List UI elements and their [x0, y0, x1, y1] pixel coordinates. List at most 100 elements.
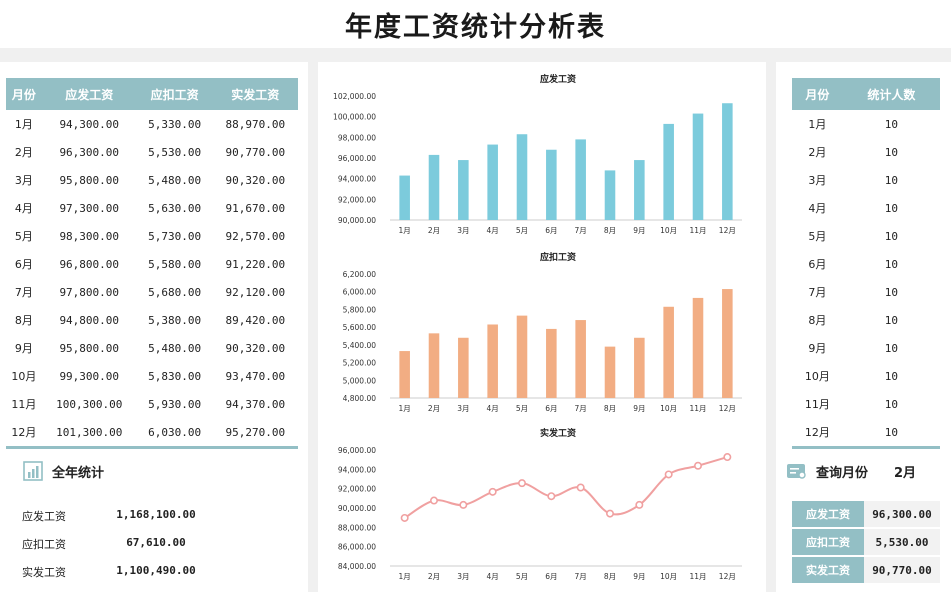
month-cell: 4月: [14, 202, 33, 215]
value-cell: 89,420.00: [225, 313, 286, 327]
annual-heading: 全年统计: [22, 460, 104, 482]
y-tick-label: 6,000.00: [343, 288, 377, 297]
table-row: 5月 98,300.00 5,730.00 92,570.00: [6, 222, 298, 250]
value-cell: 10: [884, 369, 898, 383]
salary-table: 月份 应发工资 应扣工资 实发工资 1月 94,300.00 5,330.00 88,970…: [6, 78, 298, 449]
table-row: 11月 10: [792, 390, 940, 418]
x-tick-label: 11月: [689, 572, 706, 581]
x-tick-label: 2月: [428, 226, 440, 235]
month-cell: 10月: [11, 370, 37, 383]
y-tick-label: 102,000.00: [333, 92, 376, 101]
query-item-value: 96,300.00: [864, 501, 940, 527]
table-row: 4月 10: [792, 194, 940, 222]
table-row: 6月 96,800.00 5,580.00 91,220.00: [6, 250, 298, 278]
y-tick-label: 92,000.00: [338, 485, 376, 494]
data-point: [723, 453, 732, 462]
x-tick-label: 4月: [487, 226, 499, 235]
value-cell: 5,680.00: [148, 285, 202, 299]
page-title: 年度工资统计分析表: [345, 11, 606, 43]
y-tick-label: 98,000.00: [338, 133, 376, 142]
value-cell: 5,480.00: [148, 173, 202, 187]
column-header: 统计人数: [842, 78, 940, 110]
month-cell: 5月: [14, 230, 33, 243]
month-cell: 11月: [11, 398, 37, 411]
value-cell: 10: [884, 425, 898, 439]
annual-value: 1,100,490.00: [116, 564, 196, 577]
column-header: 应发工资: [41, 78, 137, 110]
value-cell: 91,220.00: [225, 257, 286, 271]
query-label: 查询月份: [816, 466, 869, 481]
value-cell: 10: [884, 341, 898, 355]
column-header: 月份: [6, 78, 42, 110]
value-cell: 10: [884, 397, 898, 411]
month-cell: 9月: [14, 342, 33, 355]
bar: [428, 154, 440, 220]
x-tick-label: 11月: [689, 404, 706, 413]
y-tick-label: 86,000.00: [338, 543, 376, 552]
month-cell: 2月: [14, 146, 33, 159]
bar: [604, 346, 616, 398]
value-cell: 94,370.00: [225, 397, 286, 411]
bar: [399, 351, 410, 398]
x-tick-label: 1月: [399, 572, 411, 581]
value-cell: 92,570.00: [225, 229, 286, 243]
query-month-value[interactable]: 2月: [894, 466, 917, 481]
month-cell: 5月: [808, 230, 827, 243]
value-cell: 10: [884, 145, 898, 159]
month-cell: 12月: [804, 426, 830, 439]
bar: [722, 289, 733, 398]
deduction-chart: 应扣工资 4,800.00 5,000.00 5,200.00 5,400.00 5,60…: [343, 251, 742, 413]
y-tick-label: 94,000.00: [338, 465, 376, 474]
x-tick-label: 5月: [516, 226, 528, 235]
month-cell: 10月: [804, 370, 830, 383]
x-tick-label: 7月: [575, 226, 587, 235]
data-point: [547, 492, 556, 501]
table-row: 11月 100,300.00 5,930.00 94,370.00: [6, 390, 298, 418]
left-panel: 月份 应发工资 应扣工资 实发工资 1月 94,300.00 5,330.00 88,970…: [0, 62, 308, 592]
table-row: 2月 10: [792, 138, 940, 166]
bar: [692, 297, 704, 398]
x-tick-label: 7月: [575, 572, 587, 581]
bar: [487, 324, 498, 398]
headcount-table: 月份 统计人数 1月 10 2月 10 3月 10 4月 10 5月 10 6月 10 7月 10 8月 10 9…: [792, 78, 940, 449]
net-salary-chart: 实发工资 84,000.00 86,000.00 88,000.00 90,000.00…: [338, 427, 742, 581]
x-tick-label: 7月: [575, 404, 587, 413]
chart-title: 应发工资: [540, 73, 576, 85]
bar: [428, 333, 440, 398]
title-bar: 年度工资统计分析表: [0, 0, 951, 48]
value-cell: 10: [884, 173, 898, 187]
table-row: 5月 10: [792, 222, 940, 250]
value-cell: 97,300.00: [59, 201, 120, 215]
x-tick-label: 5月: [516, 404, 528, 413]
x-tick-label: 12月: [719, 404, 736, 413]
query-row-deduction: 应扣工资 5,530.00: [792, 529, 940, 555]
headcount-table-header: 月份 统计人数: [792, 78, 940, 110]
value-cell: 91,670.00: [225, 201, 286, 215]
bar: [692, 113, 704, 220]
x-tick-label: 12月: [719, 226, 736, 235]
bar: [634, 160, 645, 220]
x-tick-label: 1月: [399, 404, 411, 413]
x-tick-label: 4月: [487, 572, 499, 581]
table-row: 12月 10: [792, 418, 940, 448]
annual-value: 1,168,100.00: [116, 508, 196, 521]
data-point: [693, 461, 702, 470]
query-item-label: 实发工资: [792, 557, 864, 583]
month-cell: 2月: [808, 146, 827, 159]
query-item-value: 5,530.00: [864, 529, 940, 555]
x-tick-label: 3月: [457, 572, 469, 581]
value-cell: 100,300.00: [56, 397, 123, 411]
bar: [399, 175, 410, 220]
bar: [604, 170, 616, 220]
month-cell: 11月: [804, 398, 830, 411]
annual-value: 67,610.00: [126, 536, 186, 549]
table-row: 12月 101,300.00 6,030.00 95,270.00: [6, 418, 298, 448]
value-cell: 10: [884, 285, 898, 299]
query-item-value: 90,770.00: [864, 557, 940, 583]
series-line: [404, 456, 728, 519]
bar: [516, 315, 528, 398]
x-tick-label: 2月: [428, 572, 440, 581]
x-tick-label: 10月: [660, 572, 677, 581]
value-cell: 10: [884, 257, 898, 271]
query-heading: 查询月份 2月: [786, 462, 916, 481]
